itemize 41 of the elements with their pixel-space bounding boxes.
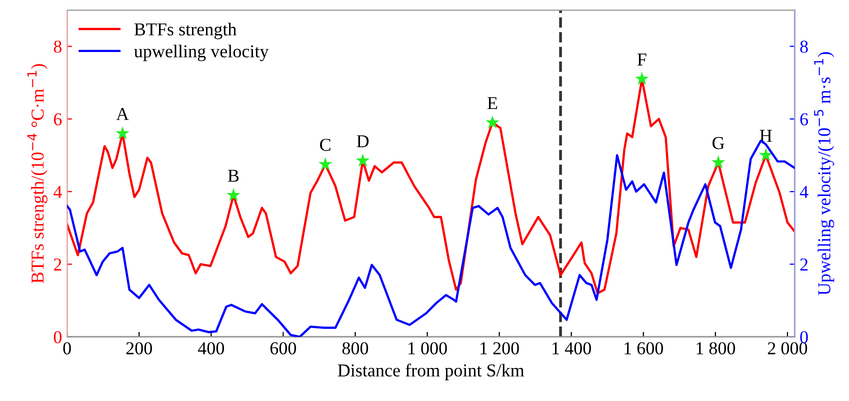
x-tick-label: 600 xyxy=(270,342,296,354)
point xyxy=(758,148,773,162)
point xyxy=(711,155,726,168)
x-axis-title: Distance from point S/km xyxy=(338,364,524,380)
x-tick-label: 1 600 xyxy=(624,342,664,354)
data-label: G xyxy=(712,137,724,150)
x-tick-label: 2 000 xyxy=(768,342,808,354)
point xyxy=(486,115,500,128)
x-tick-label: 1 000 xyxy=(408,342,447,354)
x-tick-label: 200 xyxy=(126,342,152,354)
data-label: C xyxy=(320,138,330,151)
y2-tick-label: 8 xyxy=(800,40,808,53)
y2-axis-title: Upwelling velocity/(10$^{−5}$ m·s$^{−1}$) xyxy=(814,52,834,296)
data-label: F xyxy=(637,54,646,66)
y-tick-label: 0 xyxy=(54,331,62,344)
data-label: E xyxy=(487,97,498,110)
data-label: A xyxy=(116,108,129,120)
x-tick-label: 0 xyxy=(63,342,71,354)
data-label: D xyxy=(356,135,369,148)
y-tick-label: 2 xyxy=(54,258,62,270)
y-tick-label: 6 xyxy=(54,113,62,126)
data-label: B xyxy=(228,170,239,182)
point xyxy=(226,188,240,202)
legend-label: upwelling velocity xyxy=(134,44,269,62)
x-tick-label: 400 xyxy=(198,342,224,354)
point xyxy=(635,72,649,85)
x-tick-label: 1 200 xyxy=(480,342,519,354)
y2-tick-label: 4 xyxy=(800,186,808,198)
y2-tick-label: 0 xyxy=(800,331,808,344)
y2-tick-label: 6 xyxy=(800,113,808,126)
y-tick-label: 8 xyxy=(54,40,62,53)
y2-tick-label: 2 xyxy=(800,258,808,270)
point xyxy=(318,157,332,170)
y-axis-title: BTFs strength/(10$^{−4}$ °C·m$^{−1}$) xyxy=(27,64,48,284)
point xyxy=(356,153,370,167)
point xyxy=(116,126,130,140)
x-tick-label: 1 800 xyxy=(696,342,736,354)
y-tick-label: 4 xyxy=(54,186,62,198)
x-tick-label: 1 400 xyxy=(552,342,591,354)
x-tick-label: 800 xyxy=(342,342,368,354)
legend-label: BTFs strength xyxy=(134,22,236,40)
